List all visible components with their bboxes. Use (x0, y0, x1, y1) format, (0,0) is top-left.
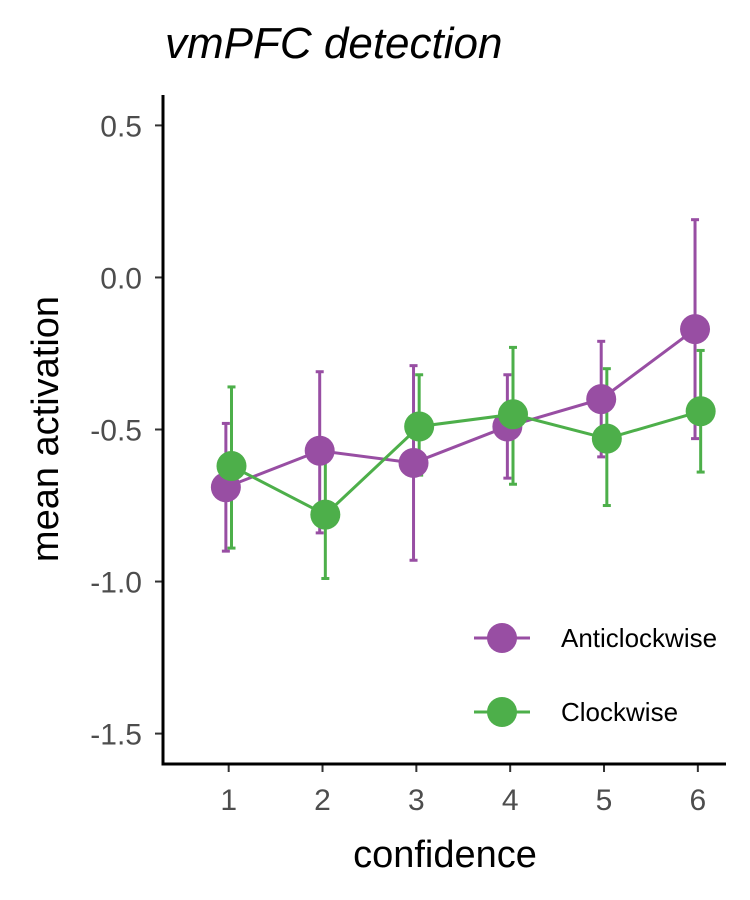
y-axis-ticks: 0.5 0.0 -0.5 -1.0 -1.5 (90, 110, 163, 752)
legend-marker-clockwise (487, 697, 517, 727)
chart-title: vmPFC detection (165, 19, 502, 68)
data-point (310, 499, 341, 530)
y-tick-label: -0.5 (90, 415, 142, 448)
x-tick-label: 5 (596, 784, 613, 817)
x-tick-label: 1 (220, 784, 237, 817)
series-errorbars-anticlockwise (221, 218, 700, 562)
y-tick-label: -1.5 (90, 719, 142, 752)
x-tick-label: 4 (502, 784, 519, 817)
legend-item-clockwise: Clockwise (474, 697, 678, 727)
data-point (398, 447, 429, 478)
data-point (216, 450, 247, 481)
x-axis-ticks: 1 2 3 4 5 6 (220, 764, 706, 817)
y-tick-label: 0.0 (100, 262, 142, 295)
data-point (404, 411, 435, 442)
legend-marker-anticlockwise (487, 623, 517, 653)
y-tick-label: -1.0 (90, 567, 142, 600)
series-clockwise (216, 396, 716, 530)
data-point (591, 423, 622, 454)
data-point (685, 396, 716, 427)
y-axis-title: mean activation (25, 296, 67, 562)
series-line (230, 409, 702, 517)
data-point (586, 384, 617, 415)
legend-item-anticlockwise: Anticlockwise (474, 623, 717, 653)
data-point (680, 314, 711, 345)
x-axis-title: confidence (353, 834, 537, 876)
x-tick-label: 2 (314, 784, 331, 817)
series-anticlockwise (210, 314, 711, 503)
legend-label-anticlockwise: Anticlockwise (561, 623, 717, 653)
y-tick-label: 0.5 (100, 110, 142, 143)
legend: Anticlockwise Clockwise (474, 623, 717, 727)
data-point (304, 435, 335, 466)
x-tick-label: 6 (690, 784, 707, 817)
data-point (497, 399, 528, 430)
plot-area (210, 218, 716, 581)
series-line (225, 327, 696, 489)
x-tick-label: 3 (408, 784, 425, 817)
legend-label-clockwise: Clockwise (561, 697, 678, 727)
series-errorbars-clockwise (227, 345, 705, 581)
